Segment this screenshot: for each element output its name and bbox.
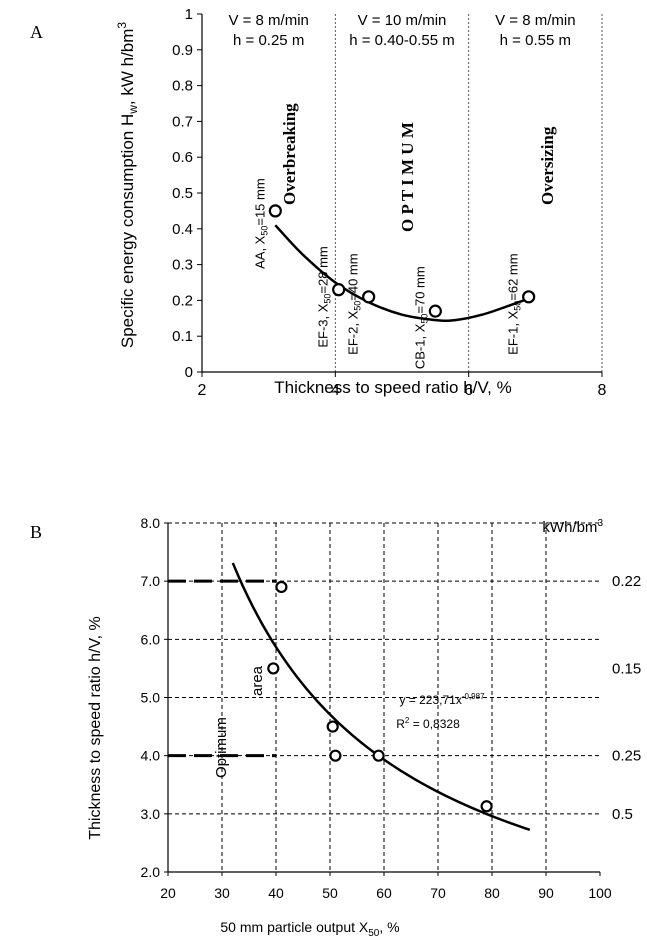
x-tick-label: 90 (538, 885, 554, 901)
data-point (480, 800, 493, 813)
x-tick-label: 50 (322, 885, 338, 901)
y-tick-labels-b: 2.0 3.0 4.0 5.0 6.0 7.0 8.0 (141, 515, 168, 880)
panel-label-b: B (30, 522, 42, 542)
zone-height-label: h = 0.40-0.55 m (349, 32, 454, 49)
data-point (268, 204, 282, 218)
x-tick-label: 80 (484, 885, 500, 901)
x-tick-label: 60 (376, 885, 392, 901)
right-axis-label: 0.22 (612, 573, 641, 590)
point-label: EF-1, X50=62 mm (506, 253, 523, 354)
x-tick-label: 70 (430, 885, 446, 901)
x-tick-label: 2 (198, 382, 207, 399)
y-tick-label: 0.5 (172, 185, 193, 202)
right-axis-title: kWh/bm3 (542, 518, 603, 536)
panel-label-a: A (30, 22, 43, 42)
y-tick-label: 1 (185, 6, 193, 23)
optimum-area-label-line1: Optimum (213, 717, 230, 778)
zone-height-label: h = 0.55 m (500, 32, 571, 49)
fit-equation: y = 223,71x-0,987 (399, 692, 485, 707)
y-tick-label: 8.0 (141, 515, 161, 531)
y-tick-label: 7.0 (141, 573, 161, 589)
chart-b: B 2.0 3.0 4.0 5.0 6.0 7.0 8.0 20 30 40 50 60 70 80 90… (30, 515, 641, 939)
y-tick-label: 6.0 (141, 631, 161, 647)
x-tick-label: 6 (464, 382, 473, 399)
trend-curve-a (274, 224, 530, 323)
y-tick-label: 0 (185, 364, 193, 381)
zone-height-label: h = 0.25 m (233, 32, 304, 49)
y-tick-label: 4.0 (141, 748, 161, 764)
y-tick-labels-a: 0 0.1 0.2 0.3 0.4 0.5 0.6 0.7 0.8 0.9 1 (172, 6, 202, 381)
zone-speed-label: V = 10 m/min (358, 12, 447, 29)
y-axis-title-b: Thickness to speed ratio h/V, % (87, 616, 104, 840)
x-tick-label: 40 (268, 885, 284, 901)
data-point (326, 720, 339, 733)
data-point (522, 290, 536, 304)
right-axis-label: 0.15 (612, 660, 641, 677)
y-tick-label: 0.9 (172, 42, 193, 59)
y-tick-label: 3.0 (141, 806, 161, 822)
x-tick-label: 100 (588, 885, 612, 901)
right-axis-label: 0.25 (612, 748, 641, 765)
y-axis-title-a: Specific energy consumption Hw, kW h/bm3 (115, 22, 140, 349)
point-label: EF-3, X50=28 mm (316, 246, 333, 347)
x-axis-title-b: 50 mm particle output X50, % (220, 919, 399, 939)
data-point (372, 749, 385, 762)
data-point (362, 290, 376, 304)
data-point (267, 662, 280, 675)
y-tick-label: 0.4 (172, 221, 193, 238)
data-points-a (268, 204, 536, 318)
optimum-area-label-line2: area (249, 665, 266, 696)
data-point (332, 283, 346, 297)
level-lines-b (168, 579, 276, 758)
annotation-oversizing: Oversizing (538, 126, 557, 205)
x-tick-labels-a: 2 4 6 8 (198, 372, 607, 399)
y-tick-label: 0.6 (172, 149, 193, 166)
data-points-b (267, 580, 493, 813)
data-point (428, 304, 442, 318)
point-label: AA, X50=15 mm (252, 178, 269, 269)
point-label: EF-2, X50=40 mm (346, 253, 363, 354)
y-tick-label: 0.3 (172, 257, 193, 274)
y-tick-label: 0.1 (172, 328, 193, 345)
right-axis-labels-b: 0.22 0.15 0.25 0.5 (612, 573, 641, 823)
data-point (329, 749, 342, 762)
x-tick-label: 4 (331, 382, 340, 399)
data-point (275, 580, 288, 594)
chart-a: A 0 0.1 0.2 0.3 0.4 0.5 0.6 0.7 0.8 0.9 1 2 4 6 8 V =… (30, 6, 607, 399)
x-tick-labels-b: 20 30 40 50 60 70 80 90 100 (160, 872, 612, 901)
x-axis-title-a: Thickness to speed ratio h/V, % (274, 378, 512, 397)
point-label: CB-1, X50=70 mm (412, 266, 429, 369)
annotation-overbreaking: Overbreaking (280, 103, 299, 205)
annotation-optimum: O P T I M U M (398, 122, 417, 232)
power-fit-curve (231, 562, 531, 832)
y-tick-label: 0.2 (172, 292, 193, 309)
y-tick-label: 5.0 (141, 690, 161, 706)
zone-speed-label: V = 8 m/min (495, 12, 575, 29)
x-tick-label: 30 (214, 885, 230, 901)
x-tick-label: 20 (160, 885, 176, 901)
y-tick-label: 0.8 (172, 78, 193, 95)
fit-r-squared: R2 = 0,8328 (396, 716, 460, 731)
zone-headers: V = 8 m/min h = 0.25 m V = 10 m/min h = 0.4… (228, 12, 575, 49)
gridlines-b (168, 522, 600, 872)
right-axis-label: 0.5 (612, 806, 633, 823)
x-tick-label: 8 (598, 382, 607, 399)
point-labels-a: AA, X50=15 mm EF-3, X50=28 mm EF-2, X50=40… (252, 178, 522, 369)
zone-speed-label: V = 8 m/min (228, 12, 308, 29)
y-tick-label: 2.0 (141, 864, 161, 880)
y-tick-label: 0.7 (172, 113, 193, 130)
